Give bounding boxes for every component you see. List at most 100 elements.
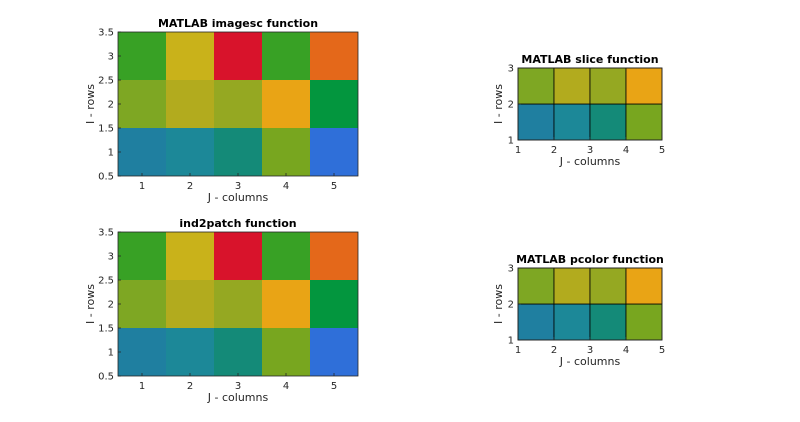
y-tick-label: 2.5 — [98, 276, 114, 287]
y-tick-label: 1.5 — [98, 124, 114, 135]
y-tick-label: 3 — [508, 264, 514, 275]
y-tick-label: 1 — [508, 136, 514, 147]
heatmap-cell — [625, 67, 663, 105]
heatmap-cell — [118, 232, 166, 280]
heatmap-cell — [166, 80, 214, 128]
heatmap-cell — [310, 128, 358, 176]
heatmap-cell — [262, 128, 310, 176]
x-tick-label: 3 — [587, 345, 593, 356]
heatmap-cell — [310, 280, 358, 328]
heatmap-cell — [517, 267, 555, 305]
x-tick-label: 2 — [187, 181, 193, 192]
x-tick-label: 4 — [283, 381, 289, 392]
heatmap-cell — [166, 328, 214, 376]
x-axis-label: J - columns — [207, 391, 269, 404]
y-tick-label: 2 — [108, 300, 114, 311]
heatmap-cell — [589, 303, 627, 341]
x-tick-label: 4 — [283, 181, 289, 192]
y-tick-label: 1.5 — [98, 324, 114, 335]
heatmap-cell — [214, 328, 262, 376]
heatmap-cell — [262, 232, 310, 280]
heatmap-cell — [262, 32, 310, 80]
heatmap-cell — [625, 103, 663, 141]
x-tick-label: 5 — [331, 181, 337, 192]
y-tick-label: 2 — [108, 100, 114, 111]
y-axis-label: I - rows — [84, 284, 97, 324]
x-axis-label: J - columns — [559, 355, 621, 368]
chart-title: ind2patch function — [179, 217, 296, 230]
x-tick-label: 1 — [139, 181, 145, 192]
y-tick-label: 3.5 — [98, 28, 114, 39]
heatmap-cell — [262, 328, 310, 376]
x-tick-label: 5 — [659, 145, 665, 156]
heatmap-cell — [625, 267, 663, 305]
y-tick-label: 0.5 — [98, 172, 114, 183]
chart-title: MATLAB slice function — [521, 53, 658, 66]
heatmap-cell — [214, 80, 262, 128]
y-tick-label: 3.5 — [98, 228, 114, 239]
y-tick-label: 2 — [508, 300, 514, 311]
heatmap-cell — [214, 280, 262, 328]
heatmap-cell — [517, 67, 555, 105]
x-tick-label: 3 — [587, 145, 593, 156]
x-tick-label: 3 — [235, 181, 241, 192]
x-tick-label: 1 — [515, 345, 521, 356]
y-axis-label: I - rows — [492, 284, 505, 324]
y-tick-label: 1 — [108, 148, 114, 159]
heatmap-cell — [589, 103, 627, 141]
heatmap-cell — [310, 328, 358, 376]
heatmap-cell — [118, 328, 166, 376]
chart-title: MATLAB imagesc function — [158, 17, 318, 30]
heatmap-cell — [553, 67, 591, 105]
heatmap-cell — [517, 303, 555, 341]
chart-title: MATLAB pcolor function — [516, 253, 664, 266]
x-tick-label: 1 — [139, 381, 145, 392]
plot-imagesc: 1 2 3 4 5 0.5 1 1.5 2 2.5 3 3.5 MATLAB imagesc funct… — [84, 17, 359, 204]
heatmap-cell — [553, 303, 591, 341]
heatmap-cell — [118, 80, 166, 128]
heatmap-cell — [118, 280, 166, 328]
y-tick-label: 3 — [508, 64, 514, 75]
heatmap-cell — [262, 80, 310, 128]
y-axis-label: I - rows — [492, 84, 505, 124]
y-axis-label: I - rows — [84, 84, 97, 124]
x-tick-label: 2 — [187, 381, 193, 392]
heatmap-cell — [214, 32, 262, 80]
y-tick-label: 0.5 — [98, 372, 114, 383]
heatmap-cell — [214, 128, 262, 176]
heatmap-cell — [118, 128, 166, 176]
heatmap-cell — [166, 32, 214, 80]
y-tick-label: 2 — [508, 100, 514, 111]
heatmap-cell — [166, 128, 214, 176]
heatmap-cell — [310, 32, 358, 80]
heatmap-cell — [553, 103, 591, 141]
y-tick-label: 3 — [108, 52, 114, 63]
y-tick-label: 1 — [108, 348, 114, 359]
y-tick-label: 1 — [508, 336, 514, 347]
heatmap-cell — [517, 103, 555, 141]
x-tick-label: 5 — [659, 345, 665, 356]
heatmap-cell — [118, 32, 166, 80]
plot-slice: 1 2 3 4 5 1 2 3 MATLAB slice function J - columns… — [492, 53, 665, 168]
heatmap-cell — [589, 267, 627, 305]
heatmap-cell — [625, 303, 663, 341]
heatmap-cell — [166, 280, 214, 328]
x-axis-label: J - columns — [559, 155, 621, 168]
x-tick-label: 3 — [235, 381, 241, 392]
x-tick-label: 1 — [515, 145, 521, 156]
heatmap-cell — [310, 232, 358, 280]
heatmap-cell — [262, 280, 310, 328]
x-tick-label: 5 — [331, 381, 337, 392]
plot-ind2patch: 1 2 3 4 5 0.5 1 1.5 2 2.5 3 3.5 ind2patch function J … — [84, 217, 359, 404]
y-tick-label: 3 — [108, 252, 114, 263]
x-tick-label: 4 — [623, 345, 629, 356]
x-tick-label: 4 — [623, 145, 629, 156]
x-tick-label: 2 — [551, 145, 557, 156]
heatmap-cell — [214, 232, 262, 280]
x-tick-label: 2 — [551, 345, 557, 356]
y-tick-label: 2.5 — [98, 76, 114, 87]
heatmap-cell — [166, 232, 214, 280]
heatmap-cell — [310, 80, 358, 128]
